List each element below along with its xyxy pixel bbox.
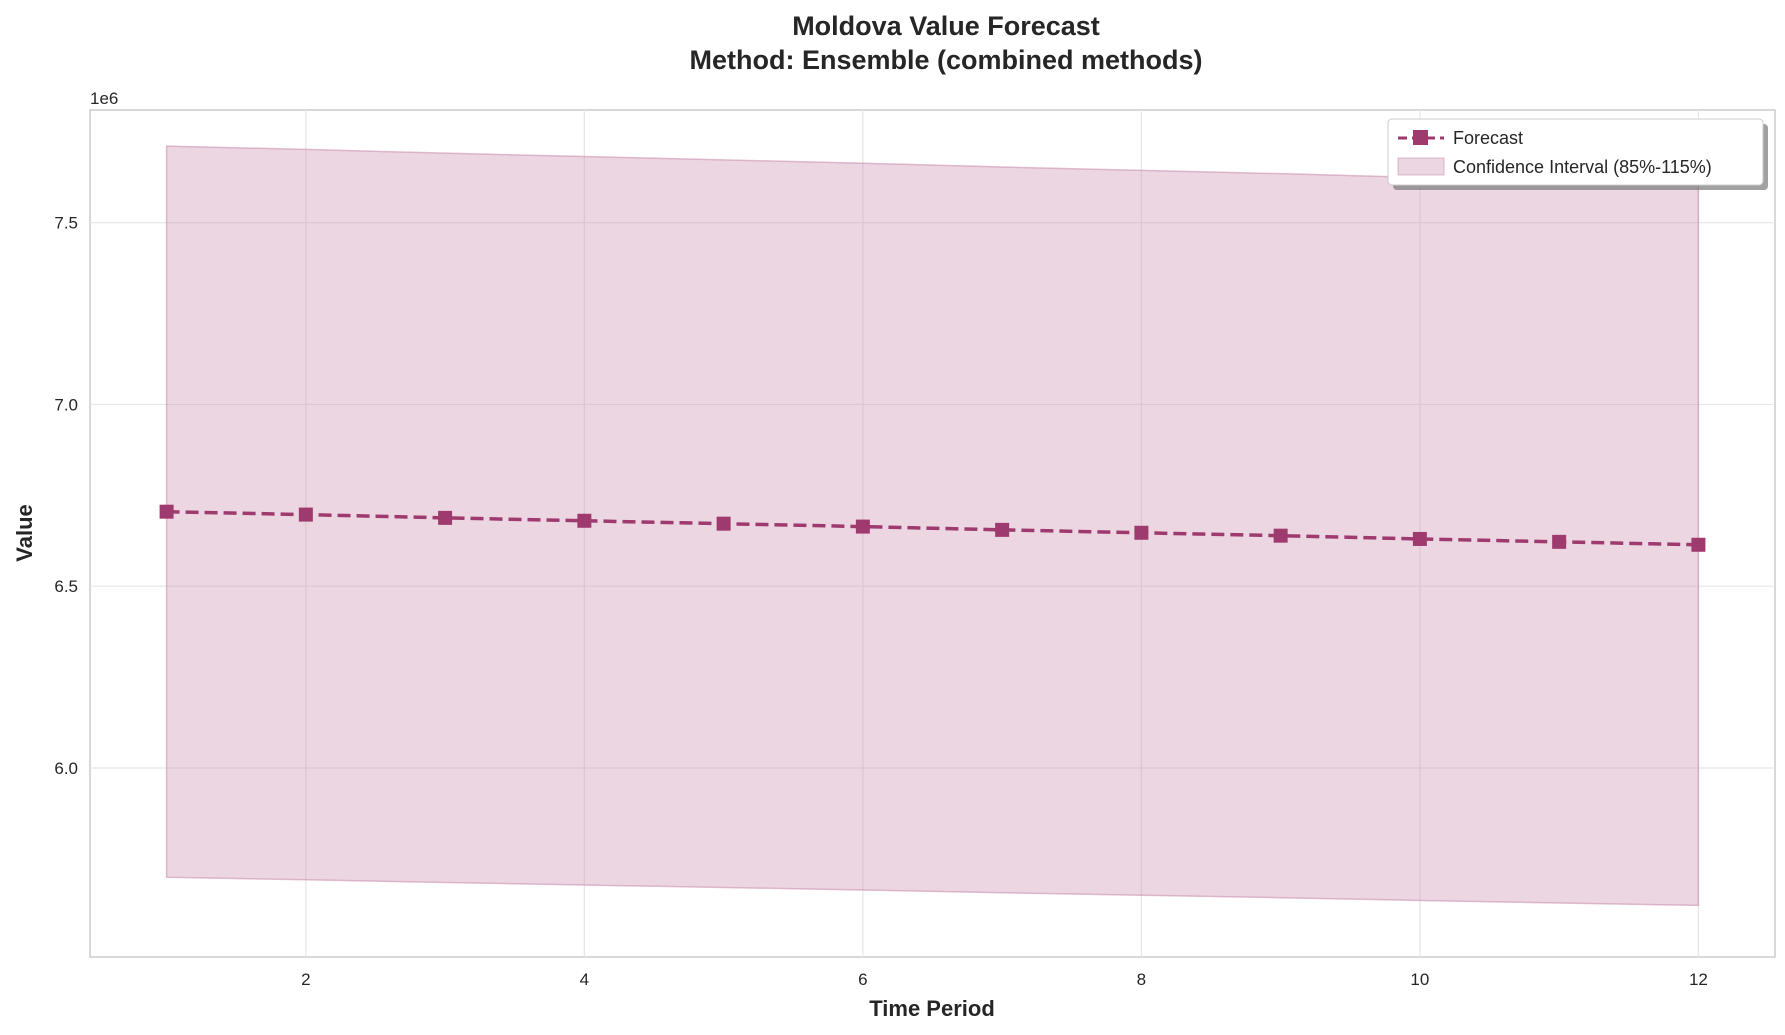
forecast-point: [1691, 537, 1706, 552]
legend-forecast-label: Forecast: [1453, 128, 1523, 148]
x-tick-label: 4: [580, 970, 589, 989]
forecast-point: [298, 507, 313, 522]
y-axis-label: Value: [12, 504, 37, 561]
y-offset-label: 1e6: [90, 89, 118, 108]
forecast-point: [716, 516, 731, 531]
x-tick-label: 8: [1137, 970, 1146, 989]
chart-subtitle: Method: Ensemble (combined methods): [689, 45, 1202, 75]
legend-forecast-marker: [1413, 130, 1428, 145]
legend-confidence-label: Confidence Interval (85%-115%): [1453, 157, 1712, 177]
y-tick-label: 7.0: [54, 395, 78, 414]
chart-title: Moldova Value Forecast: [792, 11, 1100, 41]
forecast-point: [1134, 525, 1149, 540]
forecast-point: [577, 513, 592, 528]
legend: Forecast Confidence Interval (85%-115%): [1387, 118, 1768, 190]
x-tick-label: 12: [1689, 970, 1708, 989]
x-tick-label: 6: [858, 970, 867, 989]
legend-confidence-patch: [1397, 157, 1445, 176]
forecast-point: [1273, 528, 1288, 543]
forecast-point: [438, 510, 453, 525]
y-tick-label: 7.5: [54, 214, 78, 233]
legend-box: [1387, 118, 1764, 186]
x-tick-label: 10: [1410, 970, 1429, 989]
x-tick-label: 2: [301, 970, 310, 989]
plot-area: [89, 109, 1776, 958]
forecast-line: [166, 509, 1699, 547]
forecast-point: [995, 522, 1010, 537]
y-tick-label: 6.0: [54, 759, 78, 778]
x-axis-label: Time Period: [869, 996, 995, 1021]
y-tick-label: 6.5: [54, 577, 78, 596]
forecast-point: [1412, 531, 1427, 546]
forecast-point: [1552, 534, 1567, 549]
confidence-band-layer: [165, 145, 1700, 907]
forecast-point: [855, 519, 870, 534]
confidence-band: [165, 145, 1700, 907]
tick-labels: 2 4 6 8 10 12 6.0 6.5 7.0 7.5: [54, 214, 1708, 989]
forecast-point: [159, 504, 174, 519]
forecast-series-layer: [159, 504, 1706, 552]
